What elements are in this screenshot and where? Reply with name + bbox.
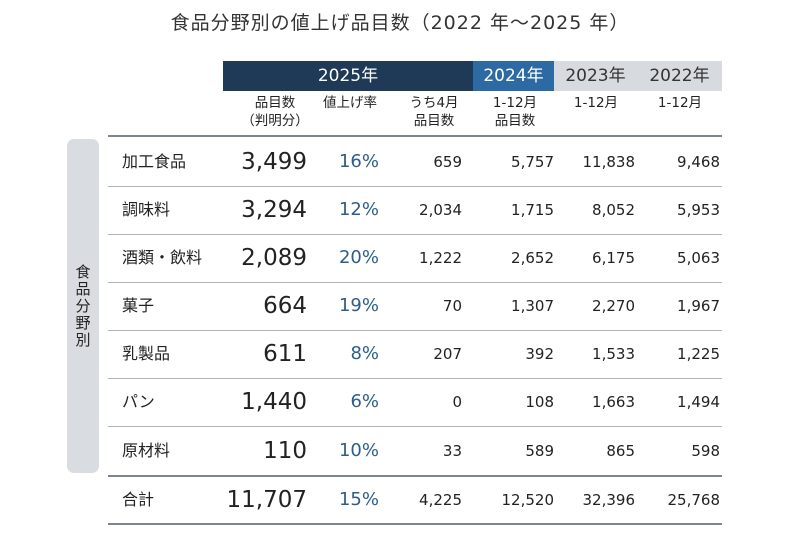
subheader-2022: 1-12月 bbox=[640, 94, 720, 112]
table-row: 調味料 3,294 12% 2,034 1,715 8,052 5,953 bbox=[0, 186, 800, 234]
subheader-2023-line1: 1-12月 bbox=[573, 95, 619, 111]
row-2022-items: 5,953 bbox=[677, 201, 720, 219]
year-header-2022: 2022年 bbox=[637, 61, 722, 91]
row-april-items: 2,034 bbox=[419, 201, 462, 219]
total-increase-rate: 15% bbox=[338, 489, 379, 510]
subheader-items: 品目数 （判明分） bbox=[225, 94, 325, 130]
table-row: 加工食品 3,499 16% 659 5,757 11,838 9,468 bbox=[0, 138, 800, 186]
row-2023-items: 865 bbox=[606, 442, 635, 460]
row-increase-rate: 12% bbox=[338, 199, 379, 220]
row-2024-items: 108 bbox=[525, 393, 554, 411]
row-2024-items: 1,715 bbox=[511, 201, 554, 219]
row-april-items: 659 bbox=[433, 153, 462, 171]
row-2022-items: 1,225 bbox=[677, 345, 720, 363]
row-2022-items: 1,967 bbox=[677, 297, 720, 315]
subheader-april-line2: 品目数 bbox=[413, 113, 455, 129]
row-april-items: 33 bbox=[442, 442, 462, 460]
subheader-rate-line1: 値上げ率 bbox=[323, 95, 377, 111]
subheader-2022-line1: 1-12月 bbox=[657, 95, 703, 111]
row-items-count: 110 bbox=[263, 438, 307, 464]
category-side-band: 食品分野別 bbox=[67, 139, 99, 473]
subheader-items-line1: 品目数 bbox=[254, 95, 296, 111]
row-divider bbox=[108, 186, 722, 187]
row-increase-rate: 6% bbox=[350, 391, 379, 412]
row-category-name: 菓子 bbox=[122, 296, 155, 315]
row-increase-rate: 20% bbox=[338, 247, 379, 268]
row-divider bbox=[108, 378, 722, 379]
row-category-name: 調味料 bbox=[122, 200, 171, 219]
subheader-april-line1: うち4月 bbox=[409, 95, 459, 111]
total-row: 合計 11,707 15% 4,225 12,520 32,396 25,768 bbox=[0, 476, 800, 524]
row-2023-items: 1,533 bbox=[592, 345, 635, 363]
total-2022-items: 25,768 bbox=[667, 491, 721, 509]
row-divider bbox=[108, 234, 722, 235]
subheader-items-line2: （判明分） bbox=[241, 113, 309, 129]
row-increase-rate: 19% bbox=[338, 295, 379, 316]
row-2022-items: 598 bbox=[691, 442, 720, 460]
subheader-2024-line1: 1-12月 bbox=[492, 95, 538, 111]
row-april-items: 70 bbox=[442, 297, 462, 315]
row-category-name: 乳製品 bbox=[122, 344, 171, 363]
subheader-2023: 1-12月 bbox=[556, 94, 636, 112]
subheader-rate: 値上げ率 bbox=[310, 94, 390, 112]
row-2023-items: 2,270 bbox=[592, 297, 635, 315]
year-header-2025: 2025年 bbox=[223, 61, 473, 91]
row-2023-items: 6,175 bbox=[592, 249, 635, 267]
row-divider bbox=[108, 330, 722, 331]
total-april-items: 4,225 bbox=[419, 491, 462, 509]
total-divider bbox=[108, 475, 722, 477]
year-header-2023: 2023年 bbox=[554, 61, 637, 91]
table-row: 菓子 664 19% 70 1,307 2,270 1,967 bbox=[0, 282, 800, 330]
row-increase-rate: 10% bbox=[338, 440, 379, 461]
row-2024-items: 392 bbox=[525, 345, 554, 363]
row-items-count: 3,294 bbox=[241, 197, 307, 223]
table-bottom-border bbox=[108, 523, 722, 525]
row-category-name: 酒類・飲料 bbox=[122, 248, 203, 267]
header-divider bbox=[108, 135, 722, 137]
row-2024-items: 1,307 bbox=[511, 297, 554, 315]
subheader-2024: 1-12月 品目数 bbox=[476, 94, 554, 130]
total-2024-items: 12,520 bbox=[501, 491, 555, 509]
table-row: パン 1,440 6% 0 108 1,663 1,494 bbox=[0, 378, 800, 426]
row-divider bbox=[108, 282, 722, 283]
row-april-items: 207 bbox=[433, 345, 462, 363]
table-title: 食品分野別の値上げ品目数（2022 年～2025 年） bbox=[170, 12, 630, 34]
row-items-count: 2,089 bbox=[241, 245, 307, 271]
row-2023-items: 11,838 bbox=[582, 153, 636, 171]
row-2024-items: 5,757 bbox=[511, 153, 554, 171]
row-category-name: 加工食品 bbox=[122, 152, 187, 171]
subheader-2024-line2: 品目数 bbox=[494, 113, 536, 129]
table-row: 乳製品 611 8% 207 392 1,533 1,225 bbox=[0, 330, 800, 378]
row-items-count: 3,499 bbox=[241, 149, 307, 175]
year-header-2024: 2024年 bbox=[473, 61, 554, 91]
row-2024-items: 589 bbox=[525, 442, 554, 460]
row-april-items: 1,222 bbox=[419, 249, 462, 267]
total-label: 合計 bbox=[122, 490, 155, 509]
row-items-count: 1,440 bbox=[241, 389, 307, 415]
total-items-count: 11,707 bbox=[226, 487, 307, 513]
row-2023-items: 8,052 bbox=[592, 201, 635, 219]
row-2022-items: 1,494 bbox=[677, 393, 720, 411]
row-2022-items: 5,063 bbox=[677, 249, 720, 267]
row-divider bbox=[108, 426, 722, 427]
row-2022-items: 9,468 bbox=[677, 153, 720, 171]
row-2023-items: 1,663 bbox=[592, 393, 635, 411]
row-2024-items: 2,652 bbox=[511, 249, 554, 267]
table-row: 酒類・飲料 2,089 20% 1,222 2,652 6,175 5,063 bbox=[0, 234, 800, 282]
row-increase-rate: 16% bbox=[338, 151, 379, 172]
row-category-name: 原材料 bbox=[122, 441, 171, 460]
row-april-items: 0 bbox=[452, 393, 462, 411]
row-items-count: 611 bbox=[263, 341, 307, 367]
subheader-april: うち4月 品目数 bbox=[396, 94, 472, 130]
total-2023-items: 32,396 bbox=[582, 491, 636, 509]
row-items-count: 664 bbox=[263, 293, 307, 319]
category-side-label: 食品分野別 bbox=[73, 263, 92, 349]
table-row: 原材料 110 10% 33 589 865 598 bbox=[0, 427, 800, 475]
row-category-name: パン bbox=[122, 392, 155, 411]
row-increase-rate: 8% bbox=[350, 343, 379, 364]
